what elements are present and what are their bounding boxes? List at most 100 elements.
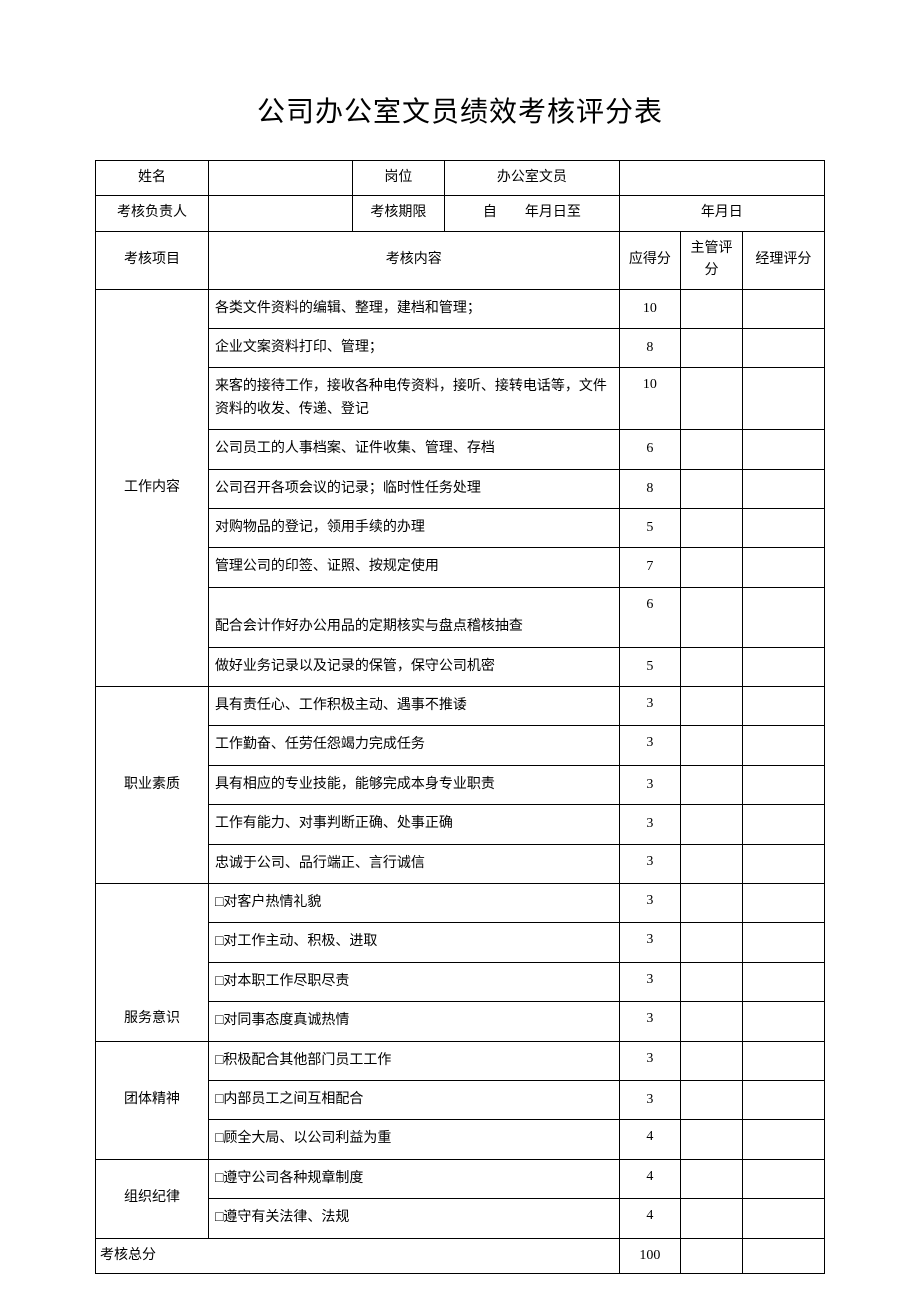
period-label: 考核期限 (352, 196, 444, 231)
supervisor-score-cell (681, 962, 743, 1001)
manager-score-cell (742, 647, 824, 686)
criteria-text-span: 顾全大局、以公司利益为重 (223, 1131, 391, 1146)
criteria-text-span: 公司召开各项会议的记录；临时性任务处理 (215, 481, 481, 496)
criteria-text-span: 工作勤奋、任劳任怨竭力完成任务 (215, 737, 425, 752)
max-score-cell: 3 (619, 844, 681, 883)
max-score-cell: 3 (619, 1002, 681, 1041)
manager-score-cell (742, 844, 824, 883)
criteria-text: 各类文件资料的编辑、整理，建档和管理； (208, 289, 619, 328)
criteria-text-span: 配合会计作好办公用品的定期核实与盘点稽核抽查 (215, 619, 523, 634)
max-score-cell: 8 (619, 328, 681, 367)
manager-score-cell (742, 1120, 824, 1159)
max-score-cell: 7 (619, 548, 681, 587)
col-content: 考核内容 (208, 231, 619, 289)
criteria-text: □对客户热情礼貌 (208, 884, 619, 923)
criteria-text-span: 来客的接待工作，接收各种电传资料，接听、接转电话等，文件资料的收发、传递、登记 (215, 379, 607, 416)
criteria-text-span: 内部员工之间互相配合 (223, 1092, 363, 1107)
criteria-text: □对同事态度真诚热情 (208, 1002, 619, 1041)
manager-score-cell (742, 687, 824, 726)
manager-score-cell (742, 587, 824, 647)
criteria-text: 企业文案资料打印、管理； (208, 328, 619, 367)
criteria-text: 来客的接待工作，接收各种电传资料，接听、接转电话等，文件资料的收发、传递、登记 (208, 368, 619, 430)
manager-score-cell (742, 508, 824, 547)
manager-score-cell (742, 765, 824, 804)
supervisor-score-cell (681, 1002, 743, 1041)
total-supervisor (681, 1238, 743, 1273)
col-supervisor: 主管评分 (681, 231, 743, 289)
supervisor-score-cell (681, 647, 743, 686)
total-label: 考核总分 (96, 1238, 620, 1273)
criteria-text: 具有责任心、工作积极主动、遇事不推诿 (208, 687, 619, 726)
criteria-text: 对购物品的登记，领用手续的办理 (208, 508, 619, 547)
assessor-label: 考核负责人 (96, 196, 209, 231)
supervisor-score-cell (681, 1120, 743, 1159)
criteria-text-span: 各类文件资料的编辑、整理，建档和管理； (215, 301, 481, 316)
manager-score-cell (742, 469, 824, 508)
manager-score-cell (742, 923, 824, 962)
period-value: 自 年月日至 (445, 196, 620, 231)
manager-score-cell (742, 548, 824, 587)
criteria-text: □内部员工之间互相配合 (208, 1080, 619, 1119)
supervisor-score-cell (681, 508, 743, 547)
criteria-text-span: 对工作主动、积极、进取 (223, 934, 377, 949)
criteria-text-span: 遵守有关法律、法规 (223, 1210, 349, 1225)
max-score-cell: 6 (619, 587, 681, 647)
criteria-text: 配合会计作好办公用品的定期核实与盘点稽核抽查 (208, 587, 619, 647)
criteria-text-span: 对购物品的登记，领用手续的办理 (215, 520, 425, 535)
max-score-cell: 4 (619, 1159, 681, 1198)
max-score-cell: 10 (619, 368, 681, 430)
supervisor-score-cell (681, 1159, 743, 1198)
criteria-text: 工作有能力、对事判断正确、处事正确 (208, 805, 619, 844)
manager-score-cell (742, 1159, 824, 1198)
supervisor-score-cell (681, 469, 743, 508)
manager-score-cell (742, 962, 824, 1001)
max-score-cell: 3 (619, 962, 681, 1001)
criteria-text-span: 积极配合其他部门员工工作 (223, 1053, 391, 1068)
manager-score-cell (742, 726, 824, 765)
criteria-text: □对工作主动、积极、进取 (208, 923, 619, 962)
supervisor-score-cell (681, 687, 743, 726)
name-label: 姓名 (96, 161, 209, 196)
manager-score-cell (742, 1041, 824, 1080)
max-score-cell: 3 (619, 1080, 681, 1119)
max-score-cell: 3 (619, 923, 681, 962)
criteria-text: 具有相应的专业技能，能够完成本身专业职责 (208, 765, 619, 804)
criteria-text: 工作勤奋、任劳任怨竭力完成任务 (208, 726, 619, 765)
manager-score-cell (742, 430, 824, 469)
criteria-text-span: 对客户热情礼貌 (223, 895, 321, 910)
criteria-text-span: 管理公司的印签、证照、按规定使用 (215, 559, 439, 574)
position-label: 岗位 (352, 161, 444, 196)
max-score-cell: 3 (619, 687, 681, 726)
section-category: 职业素质 (96, 687, 209, 884)
max-score-cell: 3 (619, 726, 681, 765)
criteria-text-span: 对本职工作尽职尽责 (223, 974, 349, 989)
header-blank (619, 161, 824, 196)
supervisor-score-cell (681, 587, 743, 647)
supervisor-score-cell (681, 328, 743, 367)
supervisor-score-cell (681, 1199, 743, 1238)
criteria-text-span: 具有相应的专业技能，能够完成本身专业职责 (215, 777, 495, 792)
manager-score-cell (742, 1002, 824, 1041)
criteria-text-span: 遵守公司各种规章制度 (223, 1171, 363, 1186)
max-score-cell: 4 (619, 1120, 681, 1159)
criteria-text: 做好业务记录以及记录的保管，保守公司机密 (208, 647, 619, 686)
manager-score-cell (742, 289, 824, 328)
supervisor-score-cell (681, 548, 743, 587)
criteria-text-span: 做好业务记录以及记录的保管，保守公司机密 (215, 659, 495, 674)
max-score-cell: 4 (619, 1199, 681, 1238)
total-manager (742, 1238, 824, 1273)
criteria-text-span: 具有责任心、工作积极主动、遇事不推诿 (215, 698, 467, 713)
position-value: 办公室文员 (445, 161, 620, 196)
criteria-text: 公司员工的人事档案、证件收集、管理、存档 (208, 430, 619, 469)
col-category: 考核项目 (96, 231, 209, 289)
manager-score-cell (742, 328, 824, 367)
max-score-cell: 3 (619, 1041, 681, 1080)
supervisor-score-cell (681, 884, 743, 923)
criteria-text-span: 公司员工的人事档案、证件收集、管理、存档 (215, 441, 495, 456)
period-end: 年月日 (619, 196, 824, 231)
criteria-text: □遵守公司各种规章制度 (208, 1159, 619, 1198)
assessor-value (208, 196, 352, 231)
criteria-text-span: 工作有能力、对事判断正确、处事正确 (215, 816, 453, 831)
criteria-text-span: 忠诚于公司、品行端正、言行诚信 (215, 856, 425, 871)
section-category: 组织纪律 (96, 1159, 209, 1238)
